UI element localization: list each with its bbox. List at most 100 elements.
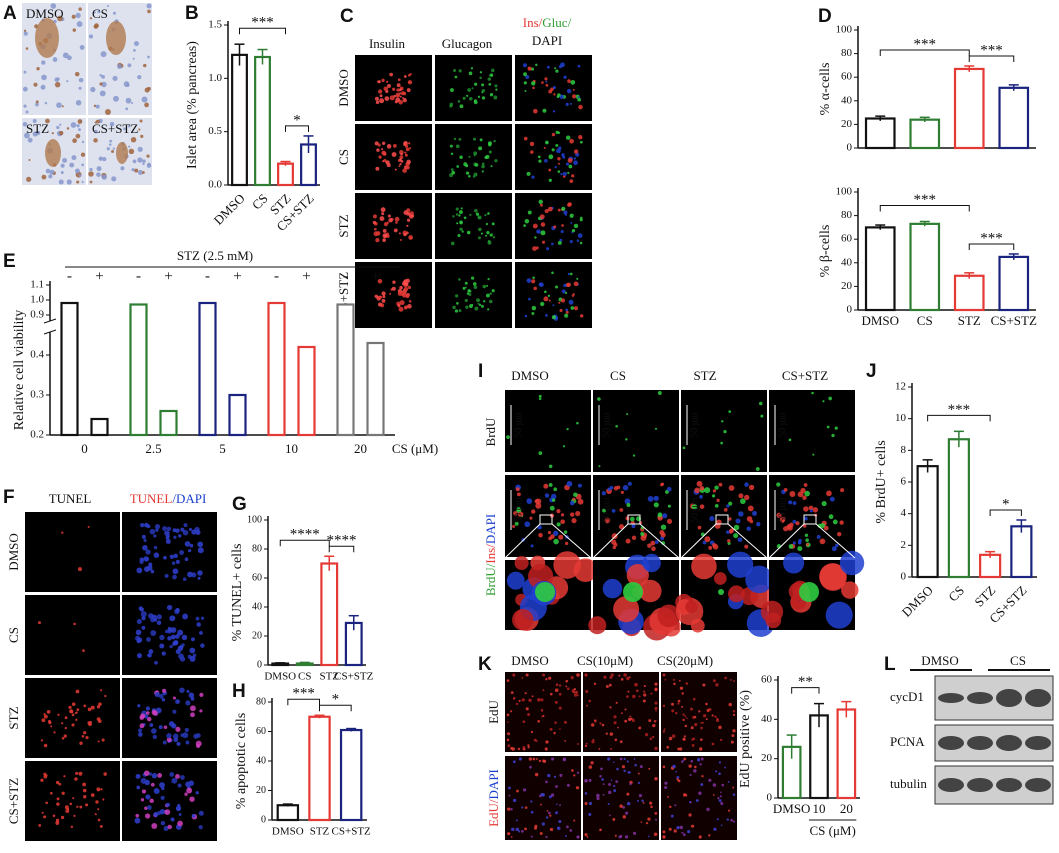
y-tick-label: 20 bbox=[841, 280, 853, 292]
image-dot bbox=[130, 137, 137, 143]
image-dot bbox=[133, 48, 136, 52]
bar bbox=[864, 226, 896, 312]
image-dot bbox=[548, 178, 552, 182]
image-dot bbox=[654, 687, 658, 691]
image-dot bbox=[526, 498, 533, 504]
image-dot bbox=[538, 451, 543, 455]
image-dot bbox=[182, 529, 189, 536]
image-dot bbox=[724, 766, 727, 769]
image-dot bbox=[535, 502, 542, 509]
y-axis-label: % TUNEL+ cells bbox=[230, 544, 245, 642]
image-dot bbox=[38, 824, 42, 827]
image-dot bbox=[612, 545, 616, 550]
image-dot bbox=[676, 825, 680, 830]
image-dot bbox=[622, 484, 629, 491]
image-dot bbox=[453, 137, 457, 141]
column-header: DMSO bbox=[511, 368, 549, 383]
image-dot bbox=[143, 566, 150, 572]
image-dot bbox=[525, 707, 529, 711]
image-dot bbox=[643, 685, 646, 688]
image-dot bbox=[98, 156, 103, 161]
image-dot bbox=[450, 168, 454, 172]
image-dot bbox=[651, 546, 656, 552]
image-dot bbox=[548, 483, 553, 487]
image-dot bbox=[378, 295, 382, 300]
image-dot bbox=[23, 70, 27, 74]
column-header: CS(20μM) bbox=[657, 653, 713, 668]
image-dot bbox=[695, 799, 699, 802]
image-dot bbox=[392, 280, 396, 284]
image-dot bbox=[585, 742, 588, 745]
image-dot bbox=[826, 490, 832, 497]
image-dot bbox=[788, 438, 792, 442]
image-dot bbox=[545, 313, 548, 317]
image-dot bbox=[735, 518, 741, 524]
image-dot bbox=[485, 154, 490, 159]
y-tick-label: 60 bbox=[841, 233, 853, 245]
image-dot bbox=[474, 163, 479, 167]
image-dot bbox=[507, 721, 509, 723]
image-dot bbox=[532, 86, 535, 90]
image-dot bbox=[387, 214, 391, 218]
image-dot bbox=[673, 829, 677, 833]
image-dot bbox=[517, 747, 521, 751]
image-dot bbox=[481, 304, 484, 308]
image-dot bbox=[572, 94, 577, 99]
image-dot bbox=[714, 715, 717, 718]
image-dot bbox=[803, 483, 808, 487]
image-dot bbox=[78, 771, 83, 776]
image-dot bbox=[569, 829, 573, 832]
zoom-box bbox=[539, 514, 553, 525]
row-label: CS bbox=[6, 627, 21, 643]
image-dot bbox=[395, 221, 398, 224]
image-dot bbox=[66, 127, 70, 130]
image bbox=[661, 756, 737, 840]
image-dot bbox=[679, 686, 684, 690]
image-dot bbox=[78, 128, 81, 132]
image-dot bbox=[564, 740, 567, 742]
image-dot bbox=[565, 135, 571, 140]
image-dot bbox=[647, 817, 651, 821]
image-dot bbox=[561, 206, 566, 211]
column-header: Glucagon bbox=[442, 36, 493, 51]
image-dot bbox=[712, 679, 716, 683]
image-dot bbox=[521, 806, 524, 809]
image-dot bbox=[577, 498, 584, 505]
image-dot bbox=[198, 825, 203, 830]
scale-label: 50 μm bbox=[689, 412, 700, 438]
image-dot bbox=[549, 727, 553, 731]
image-dot bbox=[569, 179, 574, 184]
image-dot bbox=[556, 148, 561, 154]
zoom-signal bbox=[718, 589, 724, 595]
image-dot bbox=[70, 825, 74, 829]
image-dot bbox=[573, 306, 579, 311]
significance-label: *** bbox=[980, 42, 1003, 58]
image-dot bbox=[407, 285, 411, 290]
image-dot bbox=[546, 247, 550, 251]
image-dot bbox=[36, 67, 40, 71]
image-dot bbox=[523, 72, 527, 77]
y-axis-label: % apoptotic cells bbox=[234, 713, 249, 809]
image-dot bbox=[476, 298, 480, 303]
bar bbox=[947, 438, 970, 579]
image-dot bbox=[197, 547, 204, 554]
image-dot bbox=[487, 141, 492, 146]
image-dot bbox=[559, 728, 561, 730]
image-dot bbox=[632, 454, 636, 457]
image-dot bbox=[562, 175, 566, 178]
image-dot bbox=[544, 209, 549, 214]
image-dot bbox=[406, 218, 411, 222]
image-dot bbox=[188, 780, 195, 787]
image-dot bbox=[449, 173, 453, 178]
y-tick-label: 0 bbox=[767, 792, 773, 804]
image-dot bbox=[699, 504, 705, 509]
image-dot bbox=[629, 715, 632, 718]
image-dot bbox=[621, 712, 623, 715]
image-dot bbox=[23, 31, 28, 36]
image-dot bbox=[585, 704, 589, 707]
image-dot bbox=[488, 150, 492, 154]
image-dot bbox=[744, 494, 750, 501]
significance-bracket bbox=[287, 698, 320, 706]
image-dot bbox=[531, 695, 534, 698]
image-dot bbox=[626, 676, 630, 681]
